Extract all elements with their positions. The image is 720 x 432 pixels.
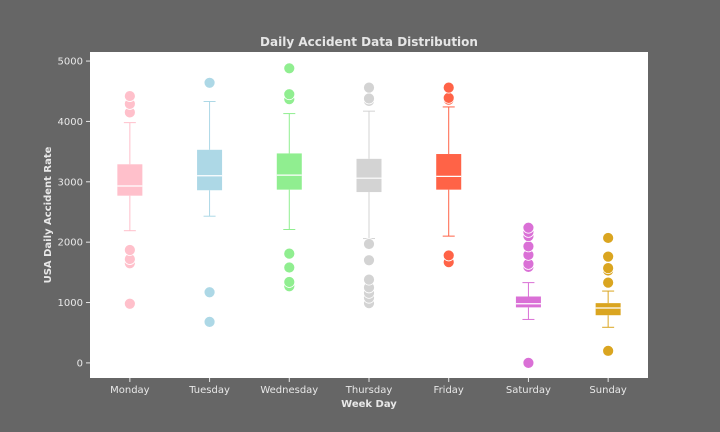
box-monday bbox=[117, 90, 143, 310]
outlier-point bbox=[442, 91, 455, 104]
box-friday bbox=[436, 81, 462, 268]
y-axis-title: USA Daily Accident Rate bbox=[43, 146, 54, 283]
box-body bbox=[197, 149, 223, 191]
x-tick-label: Saturday bbox=[506, 385, 551, 396]
x-axis-title: Week Day bbox=[341, 399, 397, 410]
outlier-point bbox=[123, 244, 136, 256]
x-tick-label: Friday bbox=[434, 385, 464, 396]
box-tuesday bbox=[197, 76, 223, 328]
box-plots bbox=[117, 62, 621, 369]
box-body bbox=[436, 154, 462, 190]
y-axis: 0 1000 2000 3000 4000 5000 bbox=[58, 57, 90, 369]
outlier-point bbox=[283, 261, 296, 274]
y-tick-label: 5000 bbox=[58, 57, 83, 68]
outlier-point bbox=[203, 286, 216, 299]
outlier-point bbox=[602, 250, 615, 263]
outlier-point bbox=[602, 262, 615, 275]
y-tick-label: 3000 bbox=[58, 177, 83, 188]
box-body bbox=[356, 158, 382, 193]
outlier-point bbox=[363, 273, 375, 286]
outlier-point bbox=[442, 81, 455, 94]
outlier-point bbox=[522, 221, 535, 234]
outlier-point bbox=[203, 76, 216, 89]
outlier-point bbox=[602, 232, 615, 244]
y-tick-label: 1000 bbox=[58, 298, 83, 309]
x-tick-label: Monday bbox=[110, 385, 150, 396]
box-thursday bbox=[356, 81, 382, 310]
box-wednesday bbox=[276, 62, 302, 293]
outlier-point bbox=[123, 297, 136, 310]
outlier-point bbox=[363, 81, 375, 94]
outlier-point bbox=[283, 276, 296, 288]
x-tick-label: Wednesday bbox=[260, 385, 318, 396]
x-tick-label: Sunday bbox=[589, 385, 626, 396]
outlier-point bbox=[123, 90, 136, 102]
x-tick-label: Thursday bbox=[345, 385, 393, 396]
outlier-point bbox=[602, 276, 615, 289]
x-tick-label: Tuesday bbox=[188, 385, 230, 396]
y-tick-label: 2000 bbox=[58, 238, 83, 249]
box-body bbox=[276, 153, 302, 190]
outlier-point bbox=[283, 247, 296, 260]
outlier-point bbox=[363, 92, 375, 105]
outlier-point bbox=[283, 88, 296, 101]
outlier-point bbox=[363, 238, 375, 250]
box-body bbox=[595, 303, 621, 316]
outlier-point bbox=[363, 254, 375, 267]
outlier-point bbox=[283, 62, 296, 75]
outlier-point bbox=[442, 249, 455, 262]
outlier-point bbox=[522, 357, 535, 369]
box-body bbox=[515, 296, 541, 308]
y-tick-label: 0 bbox=[77, 358, 83, 369]
box-saturday bbox=[515, 221, 541, 369]
box-sunday bbox=[595, 232, 621, 357]
outlier-point bbox=[203, 315, 216, 328]
chart-title: Daily Accident Data Distribution bbox=[260, 35, 478, 49]
y-tick-label: 4000 bbox=[58, 117, 83, 128]
outlier-point bbox=[602, 344, 615, 357]
x-axis: Monday Tuesday Wednesday Thursday Friday Satu… bbox=[110, 378, 627, 396]
box-body bbox=[117, 164, 143, 196]
outlier-point bbox=[522, 240, 535, 253]
